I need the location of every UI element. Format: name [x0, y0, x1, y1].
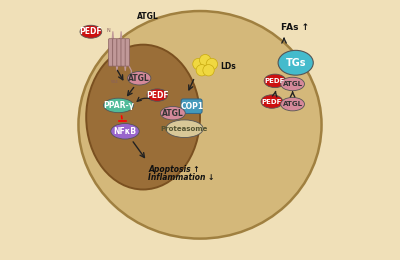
FancyBboxPatch shape: [121, 39, 125, 66]
Text: LDs: LDs: [221, 62, 236, 71]
Ellipse shape: [80, 25, 102, 38]
Ellipse shape: [104, 98, 134, 113]
Circle shape: [206, 58, 218, 70]
Text: Inflammation ↓: Inflammation ↓: [148, 173, 215, 182]
FancyBboxPatch shape: [125, 39, 130, 66]
Ellipse shape: [166, 120, 203, 138]
FancyArrowPatch shape: [137, 97, 150, 101]
Circle shape: [193, 58, 204, 70]
Text: FAs ↑: FAs ↑: [282, 23, 310, 32]
Ellipse shape: [281, 98, 304, 111]
Ellipse shape: [111, 124, 139, 139]
Ellipse shape: [278, 50, 313, 75]
Text: ATGL: ATGL: [282, 101, 302, 107]
Text: PEDF: PEDF: [80, 27, 102, 36]
Text: 504: 504: [111, 80, 119, 84]
Ellipse shape: [264, 74, 286, 88]
Circle shape: [203, 64, 214, 76]
FancyBboxPatch shape: [117, 39, 121, 66]
Text: COP1: COP1: [180, 102, 203, 111]
Ellipse shape: [147, 89, 168, 101]
Text: N: N: [107, 28, 110, 33]
Ellipse shape: [78, 11, 322, 239]
Text: PEDF: PEDF: [262, 99, 282, 105]
FancyBboxPatch shape: [108, 39, 113, 66]
Ellipse shape: [281, 77, 304, 91]
Text: ATGL: ATGL: [137, 12, 158, 21]
Text: ATGL: ATGL: [282, 81, 302, 87]
Text: PEDF: PEDF: [265, 78, 285, 84]
Text: NFκB: NFκB: [114, 127, 136, 136]
Circle shape: [196, 64, 208, 76]
FancyBboxPatch shape: [113, 39, 117, 66]
Ellipse shape: [261, 95, 283, 108]
Text: PPAR-γ: PPAR-γ: [103, 101, 134, 110]
Text: Apoptosis ↑: Apoptosis ↑: [148, 165, 200, 174]
Ellipse shape: [128, 72, 151, 85]
Ellipse shape: [86, 45, 200, 190]
FancyBboxPatch shape: [181, 99, 202, 113]
Text: ATGL: ATGL: [162, 109, 184, 118]
Text: PEDF: PEDF: [146, 90, 169, 100]
Text: ATGL: ATGL: [128, 74, 150, 83]
Text: TGs: TGs: [286, 58, 306, 68]
Text: Proteasome: Proteasome: [161, 126, 208, 132]
Ellipse shape: [160, 106, 185, 120]
Circle shape: [200, 55, 211, 66]
